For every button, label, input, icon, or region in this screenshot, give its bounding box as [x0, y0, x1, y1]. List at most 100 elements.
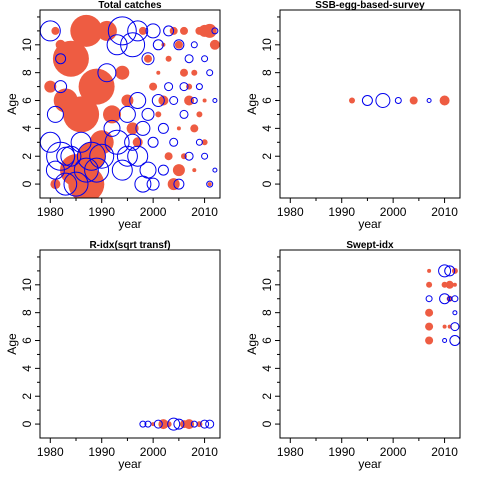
bubble-outline	[127, 145, 149, 167]
bubble-filled	[103, 105, 121, 124]
bubble-outline	[157, 122, 169, 134]
y-tick-label: 2	[260, 393, 274, 400]
bubble-filled	[209, 39, 220, 50]
y-tick-label: 4	[20, 365, 34, 372]
bubble-filled	[158, 419, 169, 430]
x-tick-label: 2000	[380, 445, 407, 459]
bubble-outline	[164, 82, 174, 92]
bubble-outline	[451, 295, 459, 303]
bubble-outline	[73, 157, 99, 183]
bubbles	[40, 14, 220, 198]
bubble-outline	[438, 264, 452, 278]
y-tick-label: 10	[20, 38, 34, 52]
y-axis-label: Age	[5, 333, 19, 355]
x-axis-label: year	[358, 457, 381, 471]
bubble-outline	[212, 98, 218, 103]
bubble-filled	[439, 95, 450, 106]
bubble-outline	[184, 151, 194, 161]
bubble-outline	[394, 97, 402, 104]
bubble-outline	[201, 152, 209, 160]
bubble-outline	[179, 82, 189, 92]
bubble-filled	[50, 179, 61, 190]
bubble-outline	[190, 41, 198, 49]
panel-3: R-idx(sqrt transf) 1980 1990 2000 2010 0 2 4 6 8 1…	[5, 240, 221, 471]
bubble-filled	[425, 336, 434, 345]
y-tick-label: 0	[260, 180, 274, 187]
y-axis-label: Age	[245, 93, 259, 115]
x-tick-label: 2000	[140, 205, 167, 219]
x-tick-label: 1980	[37, 205, 64, 219]
bubble-filled	[165, 55, 172, 62]
bubble-outline	[167, 417, 181, 431]
bubble-filled	[349, 97, 355, 104]
y-tick-label: 4	[260, 365, 274, 372]
x-tick-label: 2000	[380, 205, 407, 219]
bubble-outline	[173, 418, 185, 430]
x-tick-label: 2010	[431, 205, 458, 219]
y-tick-label: 2	[260, 153, 274, 160]
bubble-outline	[129, 92, 147, 109]
panel-2: SSB-egg-based-survey 1980 1990 2000 2010 0 2 4 6…	[245, 0, 461, 231]
bubble-outline	[153, 419, 163, 429]
bubble-filled	[138, 26, 147, 35]
bubble-filled	[52, 40, 89, 77]
x-tick-label: 1990	[328, 205, 355, 219]
y-tick-label: 6	[260, 97, 274, 104]
bubble-filled	[70, 14, 103, 47]
bubble-filled	[121, 94, 134, 107]
x-tick-label: 2010	[191, 445, 218, 459]
y-tick-label: 10	[260, 38, 274, 52]
plot-frame	[39, 9, 221, 199]
bubble-filled	[425, 322, 434, 331]
bubble-filled	[149, 82, 158, 91]
bubble-outline	[173, 178, 185, 190]
bubble-filled	[184, 419, 195, 430]
x-tick-label: 2010	[191, 205, 218, 219]
y-tick-label: 6	[20, 337, 34, 344]
bubble-outline	[442, 338, 448, 343]
bubble-outline	[212, 167, 218, 173]
panel-4: Swept-idx 1980 1990 2000 2010 0 2 4 6 8 10 year Age	[245, 240, 461, 471]
y-tick-label: 8	[260, 69, 274, 76]
bubble-outline	[116, 145, 138, 167]
y-axis-label: Age	[5, 93, 19, 115]
x-axis-label: year	[118, 457, 141, 471]
bubble-outline	[439, 293, 451, 305]
bubbles	[349, 93, 450, 108]
bubble-outline	[84, 157, 110, 183]
x-axis-label: year	[118, 217, 141, 231]
bubble-outline	[76, 141, 106, 171]
bubble-outline	[200, 419, 210, 429]
x-tick-label: 1990	[328, 445, 355, 459]
bubble-outline	[55, 53, 67, 65]
bubble-filled	[174, 40, 183, 49]
bubble-filled	[156, 70, 161, 75]
bubble-outline	[111, 159, 133, 181]
x-tick-label: 1980	[37, 445, 64, 459]
bubble-filled	[427, 268, 432, 273]
bubbles	[425, 264, 460, 346]
bubble-outline	[205, 419, 215, 429]
bubble-outline	[206, 180, 214, 188]
bubble-filled	[172, 164, 185, 177]
bubble-filled	[180, 26, 188, 35]
bubble-outline	[46, 105, 64, 123]
bubble-filled	[452, 282, 457, 287]
bubble-filled	[442, 324, 447, 329]
bubble-outline	[144, 420, 152, 428]
bubble-filled	[165, 421, 172, 428]
bubble-outline	[147, 136, 159, 148]
bubble-outline	[141, 52, 155, 66]
plot-frame	[279, 249, 461, 439]
bubble-outline	[60, 145, 82, 167]
bubbles	[139, 417, 215, 431]
bubble-outline	[152, 39, 164, 51]
bubble-filled	[144, 54, 152, 63]
bubble-outline	[124, 133, 142, 151]
bubble-filled	[176, 126, 181, 131]
y-tick-label: 0	[20, 420, 34, 427]
bubble-outline	[139, 420, 147, 428]
bubble-outline	[89, 143, 115, 169]
x-tick-label: 2010	[431, 445, 458, 459]
